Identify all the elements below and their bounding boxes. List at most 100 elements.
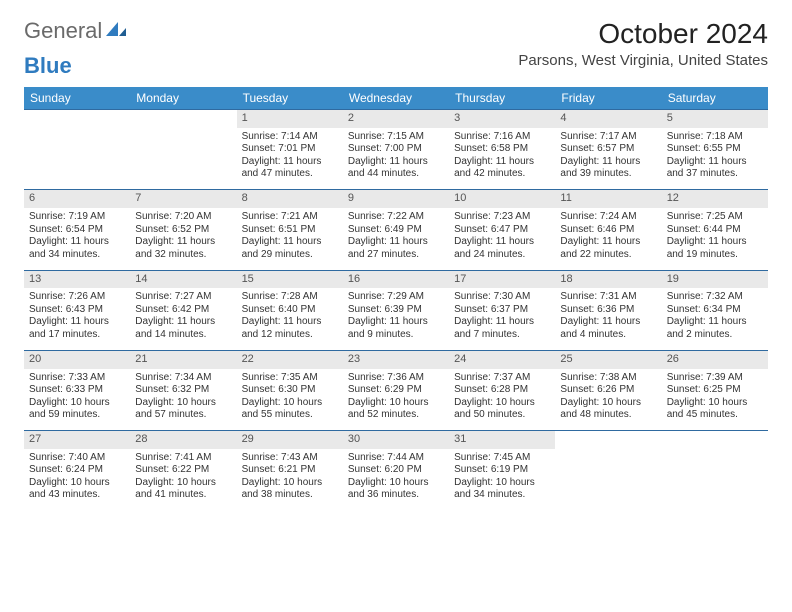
daylight-text: and 19 minutes.	[667, 249, 763, 262]
day-details: Sunrise: 7:41 AMSunset: 6:22 PMDaylight:…	[135, 452, 231, 502]
day-details: Sunrise: 7:16 AMSunset: 6:58 PMDaylight:…	[454, 131, 550, 181]
day-cell: Sunrise: 7:23 AMSunset: 6:47 PMDaylight:…	[449, 208, 555, 270]
weekday-header: Friday	[555, 87, 661, 110]
daylight-text: Daylight: 11 hours	[29, 236, 125, 249]
day-number: 18	[555, 271, 661, 289]
day-details: Sunrise: 7:43 AMSunset: 6:21 PMDaylight:…	[242, 452, 338, 502]
daylight-text: Daylight: 11 hours	[135, 236, 231, 249]
day-cell-header: 21	[130, 350, 236, 368]
day-cell-header: 10	[449, 190, 555, 208]
day-number: 11	[555, 190, 661, 208]
daylight-text: and 34 minutes.	[454, 489, 550, 502]
sunset-text: Sunset: 6:55 PM	[667, 143, 763, 156]
day-number: 20	[24, 351, 130, 369]
daylight-text: Daylight: 10 hours	[348, 397, 444, 410]
day-cell: Sunrise: 7:26 AMSunset: 6:43 PMDaylight:…	[24, 288, 130, 350]
sunrise-text: Sunrise: 7:29 AM	[348, 291, 444, 304]
sunrise-text: Sunrise: 7:22 AM	[348, 211, 444, 224]
day-details: Sunrise: 7:25 AMSunset: 6:44 PMDaylight:…	[667, 211, 763, 261]
day-cell: Sunrise: 7:19 AMSunset: 6:54 PMDaylight:…	[24, 208, 130, 270]
day-cell-header: 22	[237, 350, 343, 368]
sunset-text: Sunset: 6:19 PM	[454, 464, 550, 477]
daylight-text: and 7 minutes.	[454, 329, 550, 342]
day-cell-header: 3	[449, 110, 555, 128]
day-cell-header: 29	[237, 431, 343, 449]
day-cell-header: 17	[449, 270, 555, 288]
day-details: Sunrise: 7:24 AMSunset: 6:46 PMDaylight:…	[560, 211, 656, 261]
day-number: 14	[130, 271, 236, 289]
daylight-text: Daylight: 11 hours	[348, 156, 444, 169]
day-cell-header: 15	[237, 270, 343, 288]
empty-cell	[130, 128, 236, 190]
empty-cell	[555, 431, 661, 449]
weekday-header: Sunday	[24, 87, 130, 110]
day-cell: Sunrise: 7:40 AMSunset: 6:24 PMDaylight:…	[24, 449, 130, 511]
daylight-text: and 36 minutes.	[348, 489, 444, 502]
daylight-text: Daylight: 10 hours	[667, 397, 763, 410]
day-number: 21	[130, 351, 236, 369]
day-details: Sunrise: 7:29 AMSunset: 6:39 PMDaylight:…	[348, 291, 444, 341]
day-cell-header: 28	[130, 431, 236, 449]
daylight-text: Daylight: 10 hours	[242, 397, 338, 410]
sunrise-text: Sunrise: 7:39 AM	[667, 372, 763, 385]
logo: General	[24, 18, 128, 44]
empty-cell	[24, 110, 130, 128]
day-number: 7	[130, 190, 236, 208]
day-cell: Sunrise: 7:36 AMSunset: 6:29 PMDaylight:…	[343, 369, 449, 431]
sunset-text: Sunset: 7:01 PM	[242, 143, 338, 156]
weekday-header: Tuesday	[237, 87, 343, 110]
day-cell-header: 14	[130, 270, 236, 288]
day-number: 31	[449, 431, 555, 449]
logo-text-general: General	[24, 18, 102, 44]
sunset-text: Sunset: 6:34 PM	[667, 304, 763, 317]
day-cell-header: 6	[24, 190, 130, 208]
day-details: Sunrise: 7:40 AMSunset: 6:24 PMDaylight:…	[29, 452, 125, 502]
day-cell-header: 25	[555, 350, 661, 368]
day-cell: Sunrise: 7:43 AMSunset: 6:21 PMDaylight:…	[237, 449, 343, 511]
daynum-row: 2728293031	[24, 431, 768, 449]
sunset-text: Sunset: 6:29 PM	[348, 384, 444, 397]
day-number: 4	[555, 110, 661, 128]
empty-cell	[24, 128, 130, 190]
daylight-text: Daylight: 11 hours	[242, 236, 338, 249]
daylight-text: and 45 minutes.	[667, 409, 763, 422]
daylight-text: and 32 minutes.	[135, 249, 231, 262]
sunrise-text: Sunrise: 7:28 AM	[242, 291, 338, 304]
day-number: 16	[343, 271, 449, 289]
sunset-text: Sunset: 6:43 PM	[29, 304, 125, 317]
sunset-text: Sunset: 6:25 PM	[667, 384, 763, 397]
day-details: Sunrise: 7:23 AMSunset: 6:47 PMDaylight:…	[454, 211, 550, 261]
day-cell: Sunrise: 7:35 AMSunset: 6:30 PMDaylight:…	[237, 369, 343, 431]
day-number: 9	[343, 190, 449, 208]
day-content-row: Sunrise: 7:40 AMSunset: 6:24 PMDaylight:…	[24, 449, 768, 511]
sunset-text: Sunset: 6:21 PM	[242, 464, 338, 477]
day-number: 2	[343, 110, 449, 128]
sunset-text: Sunset: 6:54 PM	[29, 224, 125, 237]
daylight-text: Daylight: 10 hours	[454, 477, 550, 490]
daylight-text: Daylight: 11 hours	[242, 156, 338, 169]
daylight-text: and 44 minutes.	[348, 168, 444, 181]
day-cell-header: 23	[343, 350, 449, 368]
daylight-text: Daylight: 11 hours	[242, 316, 338, 329]
weekday-header: Monday	[130, 87, 236, 110]
day-cell-header: 5	[662, 110, 768, 128]
day-cell: Sunrise: 7:20 AMSunset: 6:52 PMDaylight:…	[130, 208, 236, 270]
sunrise-text: Sunrise: 7:41 AM	[135, 452, 231, 465]
sunrise-text: Sunrise: 7:38 AM	[560, 372, 656, 385]
daylight-text: Daylight: 11 hours	[667, 156, 763, 169]
day-number: 8	[237, 190, 343, 208]
daylight-text: and 42 minutes.	[454, 168, 550, 181]
day-details: Sunrise: 7:22 AMSunset: 6:49 PMDaylight:…	[348, 211, 444, 261]
day-details: Sunrise: 7:19 AMSunset: 6:54 PMDaylight:…	[29, 211, 125, 261]
day-number: 22	[237, 351, 343, 369]
day-cell: Sunrise: 7:15 AMSunset: 7:00 PMDaylight:…	[343, 128, 449, 190]
sunset-text: Sunset: 6:44 PM	[667, 224, 763, 237]
day-details: Sunrise: 7:21 AMSunset: 6:51 PMDaylight:…	[242, 211, 338, 261]
daylight-text: Daylight: 11 hours	[667, 316, 763, 329]
logo-text-blue: Blue	[24, 53, 72, 79]
day-details: Sunrise: 7:44 AMSunset: 6:20 PMDaylight:…	[348, 452, 444, 502]
day-number: 29	[237, 431, 343, 449]
day-cell-header: 8	[237, 190, 343, 208]
day-number: 24	[449, 351, 555, 369]
daylight-text: and 27 minutes.	[348, 249, 444, 262]
